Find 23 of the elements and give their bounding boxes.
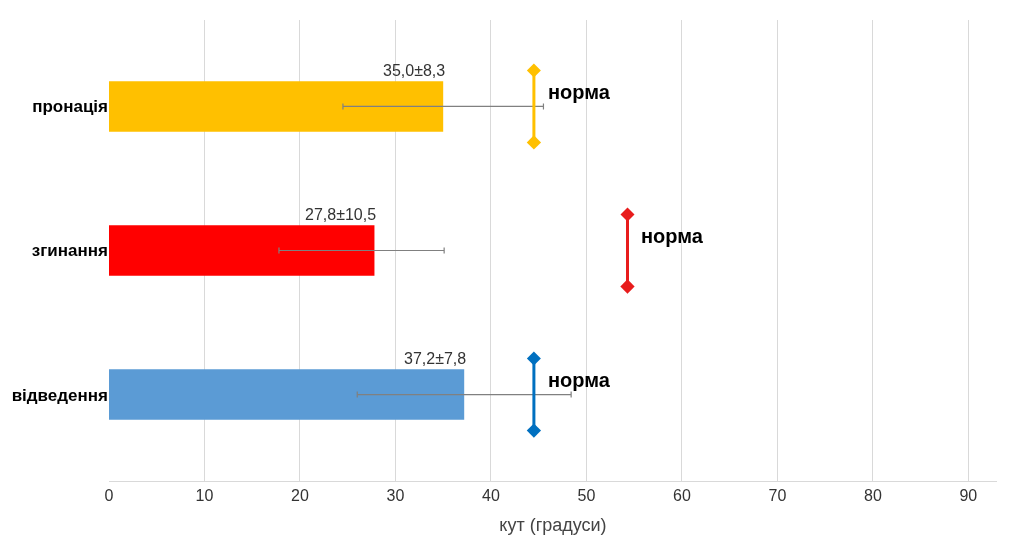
data-label: 35,0±8,3 <box>383 62 446 79</box>
y-tick-label: відведення <box>11 385 108 405</box>
data-label: норма <box>548 81 611 103</box>
x-tick-label: 70 <box>768 487 787 505</box>
y-tick-label: пронація <box>32 97 108 117</box>
x-tick-label: 40 <box>482 487 500 505</box>
y-tick-label: згинання <box>31 241 108 261</box>
bar <box>109 369 465 420</box>
bar <box>109 81 444 132</box>
x-tick-label: 60 <box>673 487 691 505</box>
data-label: 27,8±10,5 <box>305 206 377 223</box>
x-axis-title: кут (градуси) <box>499 515 607 536</box>
x-tick-label: 90 <box>959 487 978 505</box>
data-label: норма <box>641 225 704 247</box>
x-tick-label: 30 <box>386 487 405 505</box>
data-label: норма <box>548 369 611 391</box>
x-tick-label: 10 <box>195 487 214 505</box>
data-label: 37,2±7,8 <box>404 350 467 367</box>
x-tick-label: 50 <box>577 487 596 505</box>
bar <box>109 225 375 276</box>
x-tick-label: 0 <box>104 487 114 505</box>
x-tick-label: 20 <box>291 487 309 505</box>
x-tick-label: 80 <box>863 487 882 505</box>
